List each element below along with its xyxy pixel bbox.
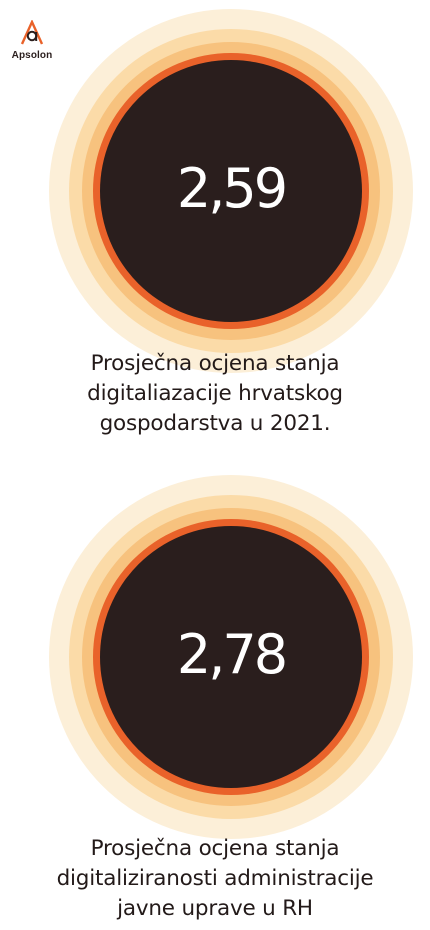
stat-caption-2: Prosječna ocjena stanja digitaliziranost… xyxy=(0,834,430,924)
gauge-rings-1 xyxy=(49,9,413,373)
caption-line: Prosječna ocjena stanja xyxy=(90,836,340,861)
caption-line: javne uprave u RH xyxy=(117,896,313,921)
caption-line: digitaliziranosti administracije xyxy=(56,866,374,891)
caption-line: digitaliazacije hrvatskog xyxy=(87,381,343,406)
gauge-disc xyxy=(100,526,362,788)
gauge-disc xyxy=(100,60,362,322)
stat-value-1: 2,59 xyxy=(176,157,288,220)
gauge-rings-2 xyxy=(49,475,413,839)
logo-wordmark: Apsolon xyxy=(11,50,53,61)
stat-value-2: 2,78 xyxy=(176,623,288,686)
stat-gauge-1: 2,59 xyxy=(48,8,414,374)
stat-gauge-2: 2,78 xyxy=(48,474,414,840)
apsolon-logo-icon xyxy=(20,20,44,45)
stat-caption-1: Prosječna ocjena stanja digitaliazacije … xyxy=(0,349,430,439)
caption-line: gospodarstva u 2021. xyxy=(99,411,331,436)
apsolon-logo: Apsolon xyxy=(6,20,58,66)
caption-line: Prosječna ocjena stanja xyxy=(90,351,340,376)
